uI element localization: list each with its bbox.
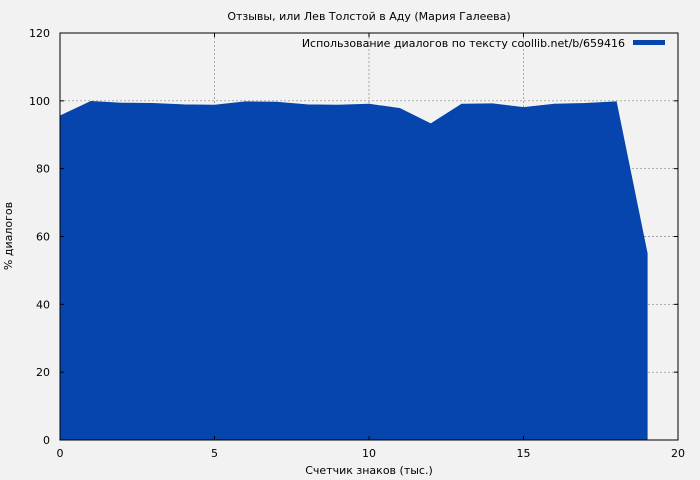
- x-tick-label: 10: [362, 447, 376, 460]
- data-point: [121, 102, 123, 104]
- data-point: [646, 252, 648, 254]
- data-point: [461, 103, 463, 105]
- y-tick-label: 40: [36, 298, 50, 311]
- data-point: [368, 103, 370, 105]
- legend-swatch: [633, 40, 665, 45]
- data-point: [183, 104, 185, 106]
- data-point: [399, 108, 401, 110]
- x-tick-label: 5: [211, 447, 218, 460]
- y-axis-title: % диалогов: [2, 202, 15, 270]
- y-tick-label: 20: [36, 366, 50, 379]
- y-tick-label: 0: [43, 434, 50, 447]
- data-point: [615, 101, 617, 103]
- chart-title: Отзывы, или Лев Толстой в Аду (Мария Гал…: [227, 10, 510, 23]
- data-point: [214, 104, 215, 106]
- series-area: [59, 101, 648, 441]
- data-point: [275, 101, 277, 103]
- data-point: [152, 103, 154, 105]
- x-axis-title: Счетчик знаков (тыс.): [305, 464, 433, 477]
- data-point: [553, 103, 555, 105]
- data-point: [90, 101, 92, 103]
- ticks: 0 5 10 15 20 0 20 40 60 80 100 120: [29, 27, 685, 460]
- legend: Использование диалогов по тексту coollib…: [302, 37, 665, 50]
- area-layer: [59, 101, 648, 441]
- data-point: [337, 104, 339, 106]
- x-tick-label: 15: [517, 447, 531, 460]
- x-tick-label: 0: [57, 447, 64, 460]
- y-tick-label: 120: [29, 27, 50, 40]
- data-point: [523, 107, 524, 109]
- data-point: [430, 123, 432, 125]
- legend-label: Использование диалогов по тексту coollib…: [302, 37, 625, 50]
- y-tick-label: 100: [29, 95, 50, 108]
- y-tick-label: 80: [36, 163, 50, 176]
- data-point: [584, 103, 586, 105]
- data-point: [306, 104, 308, 106]
- data-point: [244, 101, 246, 103]
- y-tick-label: 60: [36, 231, 50, 244]
- data-point: [492, 103, 494, 105]
- x-tick-label: 20: [671, 447, 685, 460]
